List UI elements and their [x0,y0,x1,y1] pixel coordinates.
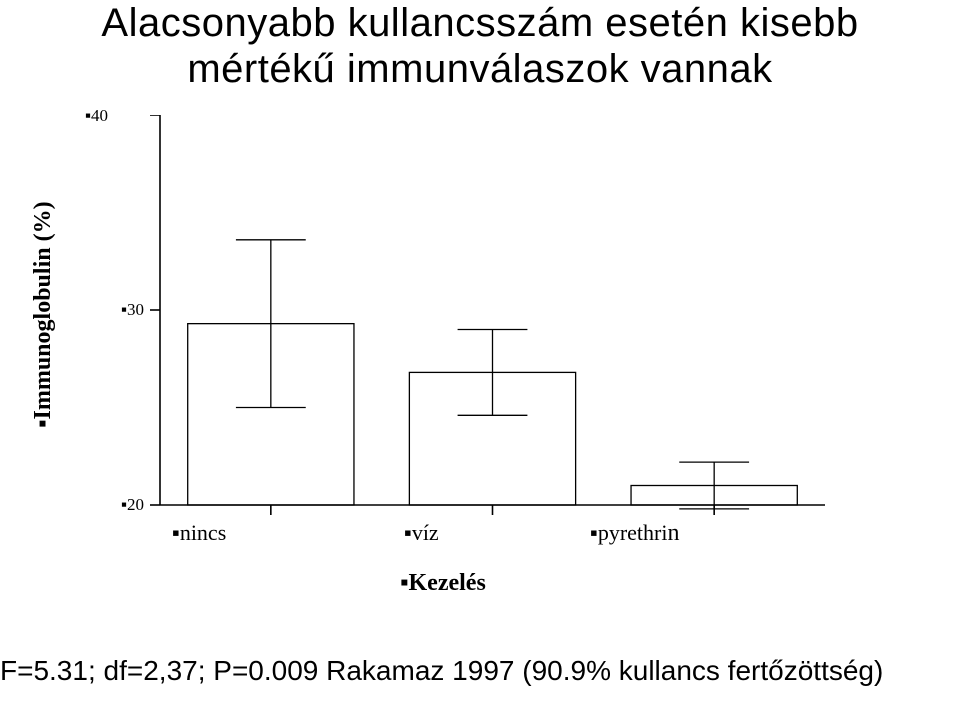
x-axis-label: ▪Kezelés [400,570,486,597]
y-axis-label: ▪Immunoglobulin (%) [30,201,57,428]
svg-text:▪30: ▪30 [121,300,144,319]
slide-title: Alacsonyabb kullancsszám esetén kisebb m… [0,0,960,92]
stats-footer: F=5.31; df=2,37; P=0.009 Rakamaz 1997 (9… [0,655,883,687]
xcat-viz: ▪víz [404,520,439,546]
svg-text:▪20: ▪20 [121,495,144,514]
xcat-nincs: ▪nincs [172,520,226,546]
bar-chart: ▪20 ▪30 [120,115,825,545]
xcat-pyrethrin: ▪pyrethrin [590,520,679,547]
bar-chart-svg: ▪20 ▪30 [120,115,825,545]
title-line-1: Alacsonyabb kullancsszám esetén kisebb [101,1,858,45]
ytick-40-label: ▪40 [85,106,108,126]
title-line-2: mértékű immunválaszok vannak [187,47,772,91]
